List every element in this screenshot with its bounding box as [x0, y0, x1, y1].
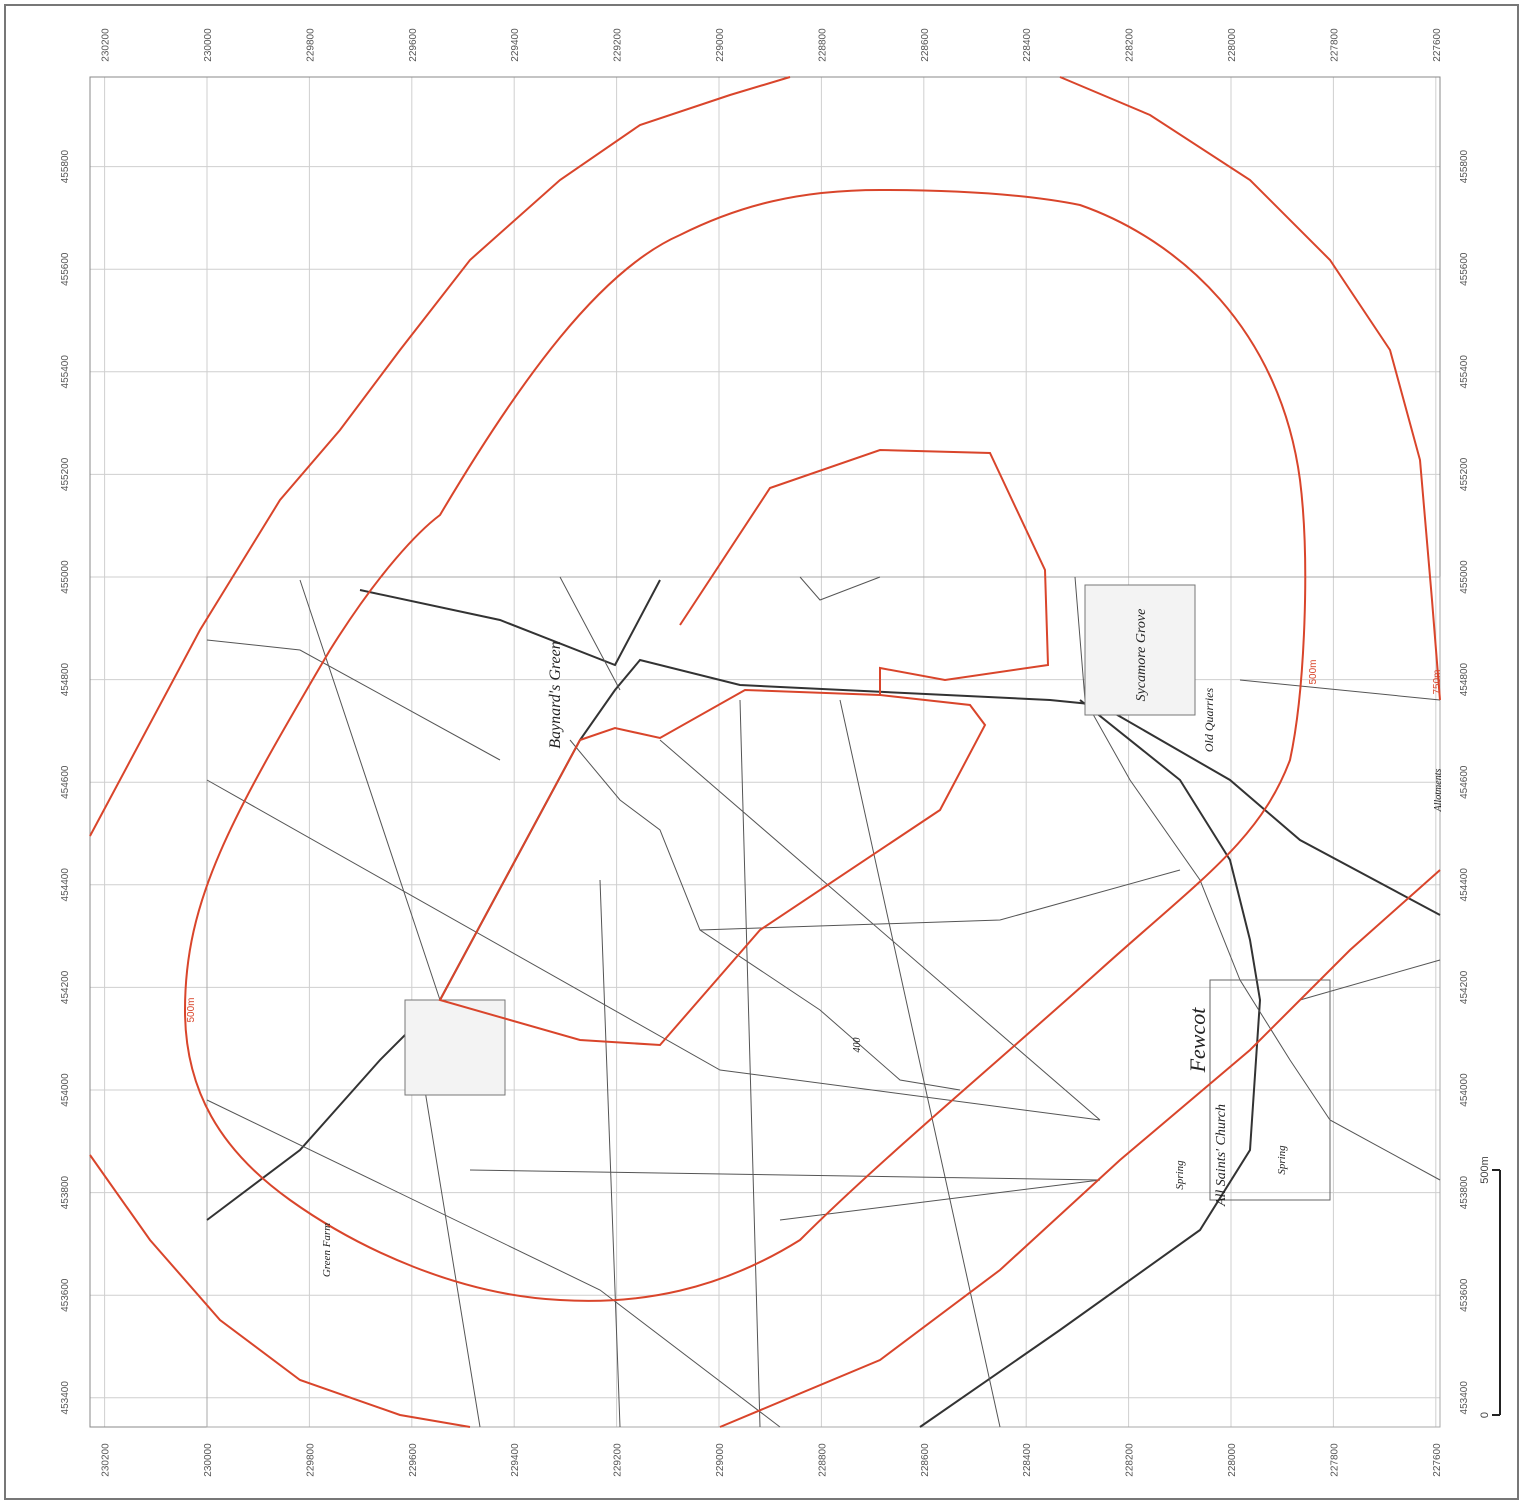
buffer-label: 500m [186, 997, 197, 1022]
grid [90, 77, 1440, 1427]
easting-label: 227800 [1329, 1443, 1340, 1477]
northing-label: 454400 [1459, 868, 1470, 902]
easting-label: 229000 [715, 28, 726, 62]
easting-label: 230000 [203, 28, 214, 62]
northing-label: 454800 [1459, 662, 1470, 696]
map-frame [89, 76, 1441, 1428]
northing-label: 454000 [1459, 1073, 1470, 1107]
buffer-750m [89, 1154, 471, 1428]
easting-label: 228000 [1227, 1443, 1238, 1477]
place-name: Old Quarries [1202, 688, 1216, 753]
northing-label: 453400 [60, 1381, 71, 1415]
road [919, 699, 1262, 1428]
buffer-750m [719, 869, 1441, 1428]
northing-label: 453600 [60, 1278, 71, 1312]
contour [569, 739, 961, 1091]
northing-label: 454000 [60, 1073, 71, 1107]
northing-label: 454400 [60, 868, 71, 902]
buffer-label: 750m [1432, 669, 1443, 694]
place-name: Allotments [1433, 769, 1444, 813]
buffer-500m [183, 188, 1307, 1302]
place-name: Baynard's Green [547, 641, 564, 749]
place-name: All Saints' Church [1214, 1104, 1229, 1207]
base-map [206, 576, 1441, 1428]
place-name: Spring [1174, 1160, 1186, 1190]
northing-label: 455200 [1459, 457, 1470, 491]
road [206, 658, 1441, 1221]
woodland [1084, 584, 1196, 716]
easting-label: 228600 [920, 28, 931, 62]
easting-label: 230000 [203, 1443, 214, 1477]
northing-label: 454600 [1459, 765, 1470, 799]
easting-label: 230200 [101, 28, 112, 62]
road [359, 579, 661, 667]
northing-label: 453600 [1459, 1278, 1470, 1312]
northing-label: 454200 [1459, 970, 1470, 1004]
easting-label: 228200 [1125, 28, 1136, 62]
buffer-750m [89, 76, 791, 837]
northing-label: 455400 [1459, 355, 1470, 389]
easting-label: 229800 [305, 1443, 316, 1477]
easting-label: 227600 [1432, 28, 1443, 62]
scale-end: 500m [1479, 1156, 1491, 1184]
northing-label: 455600 [60, 252, 71, 286]
place-name: Green Farm [321, 1223, 333, 1277]
northing-label: 453800 [60, 1175, 71, 1209]
easting-label: 229400 [510, 28, 521, 62]
northing-label: 455200 [60, 457, 71, 491]
easting-label: 229000 [715, 1443, 726, 1477]
northing-label: 455800 [60, 149, 71, 183]
easting-label: 230200 [101, 1443, 112, 1477]
place-name: 400 [852, 1038, 863, 1053]
northing-label: 455800 [1459, 149, 1470, 183]
place-name: Spring [1276, 1145, 1288, 1175]
easting-label: 228400 [1022, 28, 1033, 62]
easting-label: 229200 [613, 1443, 624, 1477]
labels: 230200 230200 230000 230000 229800 229800 2296… [60, 28, 1470, 1477]
easting-label: 228200 [1125, 1443, 1136, 1477]
easting-label: 228400 [1022, 1443, 1033, 1477]
easting-label: 227600 [1432, 1443, 1443, 1477]
village [1209, 979, 1331, 1201]
easting-label: 228800 [817, 28, 828, 62]
easting-label: 229200 [613, 28, 624, 62]
northing-label: 454600 [60, 765, 71, 799]
easting-label: 227800 [1329, 28, 1340, 62]
northing-label: 454200 [60, 970, 71, 1004]
site-boundary [438, 448, 1050, 1047]
sheet-border [4, 4, 1519, 1500]
easting-label: 229600 [408, 1443, 419, 1477]
easting-label: 228600 [920, 1443, 931, 1477]
northing-label: 453400 [1459, 1381, 1470, 1415]
field-boundary [206, 576, 1441, 1428]
easting-label: 228800 [817, 1443, 828, 1477]
northing-label: 455000 [60, 560, 71, 594]
easting-label: 229400 [510, 1443, 521, 1477]
northing-label: 453800 [1459, 1175, 1470, 1209]
northing-label: 455000 [1459, 560, 1470, 594]
place-name: Sycamore Grove [1134, 609, 1149, 702]
buffer-750m [1059, 76, 1441, 701]
buffers [89, 76, 1441, 1428]
woodland [404, 999, 506, 1096]
easting-label: 229600 [408, 28, 419, 62]
northing-label: 454800 [60, 662, 71, 696]
northing-label: 455400 [60, 355, 71, 389]
scale-start: 0 [1479, 1412, 1491, 1418]
easting-label: 229800 [305, 28, 316, 62]
easting-label: 228000 [1227, 28, 1238, 62]
buffer-label: 500m [1308, 659, 1319, 684]
map-extent [206, 576, 1441, 1428]
northing-label: 455600 [1459, 252, 1470, 286]
place-name: Fewcot [1185, 1007, 1210, 1074]
